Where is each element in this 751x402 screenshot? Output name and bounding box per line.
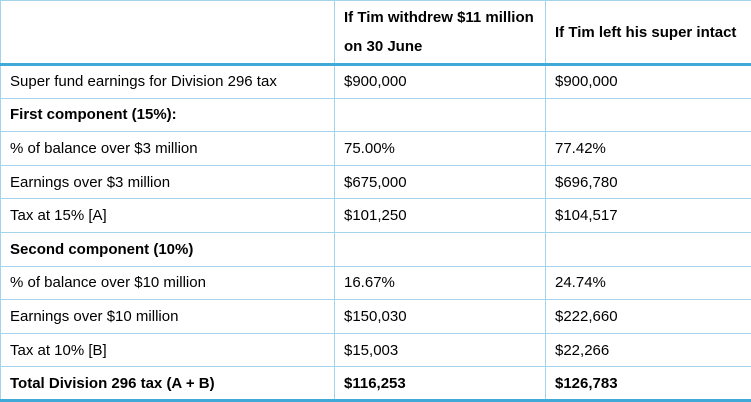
- row-label: Earnings over $3 million: [0, 164, 335, 200]
- value-cell-withdrew: $15,003: [334, 332, 546, 368]
- table-row: % of balance over $3 million 75.00% 77.4…: [0, 131, 751, 166]
- row-label: Second component (10%): [0, 231, 335, 267]
- table-header: If Tim withdrew $11 million on 30 June I…: [0, 0, 751, 66]
- value-cell-intact: $104,517: [545, 198, 751, 233]
- value-cell-intact: [545, 231, 751, 267]
- row-label: Total Division 296 tax (A + B): [0, 366, 335, 402]
- value-cell-intact: [545, 97, 751, 133]
- value-cell-intact: $222,660: [545, 299, 751, 334]
- value-cell-withdrew: 75.00%: [334, 131, 546, 166]
- value-cell-withdrew: $116,253: [334, 366, 546, 402]
- value-cell-withdrew: $101,250: [334, 198, 546, 233]
- header-row: If Tim withdrew $11 million on 30 June I…: [0, 0, 751, 66]
- row-label: % of balance over $10 million: [0, 265, 335, 301]
- value-cell-intact: $126,783: [545, 366, 751, 402]
- row-label: Tax at 15% [A]: [0, 198, 335, 233]
- value-cell-withdrew: $675,000: [334, 164, 546, 200]
- header-cell-blank: [0, 0, 335, 66]
- row-label: First component (15%):: [0, 97, 335, 133]
- row-label: Tax at 10% [B]: [0, 332, 335, 368]
- value-cell-withdrew: $150,030: [334, 299, 546, 334]
- table-row: Super fund earnings for Division 296 tax…: [0, 64, 751, 99]
- row-label: Super fund earnings for Division 296 tax: [0, 64, 335, 99]
- table-row: First component (15%):: [0, 97, 751, 133]
- table-row: Second component (10%): [0, 231, 751, 267]
- value-cell-withdrew: [334, 231, 546, 267]
- table-body: Super fund earnings for Division 296 tax…: [0, 64, 751, 402]
- value-cell-withdrew: $900,000: [334, 64, 546, 99]
- row-label: % of balance over $3 million: [0, 131, 335, 166]
- table-row: Tax at 15% [A] $101,250 $104,517: [0, 198, 751, 233]
- table-row: Tax at 10% [B] $15,003 $22,266: [0, 332, 751, 368]
- value-cell-withdrew: [334, 97, 546, 133]
- value-cell-intact: $900,000: [545, 64, 751, 99]
- header-cell-scenario-withdrew: If Tim withdrew $11 million on 30 June: [334, 0, 546, 66]
- table-row: Earnings over $3 million $675,000 $696,7…: [0, 164, 751, 200]
- table-row: Total Division 296 tax (A + B) $116,253 …: [0, 366, 751, 402]
- value-cell-intact: $22,266: [545, 332, 751, 368]
- value-cell-intact: $696,780: [545, 164, 751, 200]
- table-row: % of balance over $10 million 16.67% 24.…: [0, 265, 751, 301]
- value-cell-withdrew: 16.67%: [334, 265, 546, 301]
- value-cell-intact: 77.42%: [545, 131, 751, 166]
- value-cell-intact: 24.74%: [545, 265, 751, 301]
- table-row: Earnings over $10 million $150,030 $222,…: [0, 299, 751, 334]
- row-label: Earnings over $10 million: [0, 299, 335, 334]
- header-cell-scenario-intact: If Tim left his super intact: [545, 0, 751, 66]
